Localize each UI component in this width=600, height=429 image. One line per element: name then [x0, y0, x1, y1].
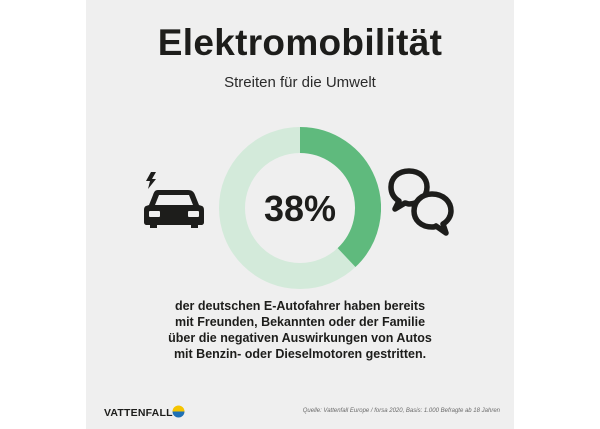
caption-line: der deutschen E-Autofahrer haben bereits: [174, 299, 426, 313]
vattenfall-logo-icon: [172, 405, 185, 418]
source-note: Quelle: Vattenfall Europe / forsa 2020, …: [302, 408, 500, 414]
donut-slice-value: [299, 127, 381, 268]
caption-line: über die negativen Auswirkungen von Auto…: [168, 331, 432, 345]
speech-bubbles-icon: [388, 168, 454, 236]
page-title: Elektromobilität: [157, 22, 443, 63]
infographic-card: Elektromobilität Streiten für die Umwelt…: [86, 0, 514, 429]
page-subtitle: Streiten für die Umwelt: [224, 74, 376, 91]
footer: VATTENFALL Quelle: Vattenfall Europe / f…: [104, 405, 500, 421]
caption: der deutschen E-Autofahrer haben bereits…: [106, 298, 494, 362]
caption-line: mit Benzin- oder Dieselmotoren gestritte…: [173, 347, 427, 361]
caption-line: mit Freunden, Bekannten oder der Familie: [174, 315, 426, 329]
electric-car-icon: [144, 172, 204, 228]
donut-chart: 38%: [219, 127, 381, 289]
percent-label: 38%: [264, 188, 336, 229]
brand-name: VATTENFALL: [104, 407, 173, 419]
